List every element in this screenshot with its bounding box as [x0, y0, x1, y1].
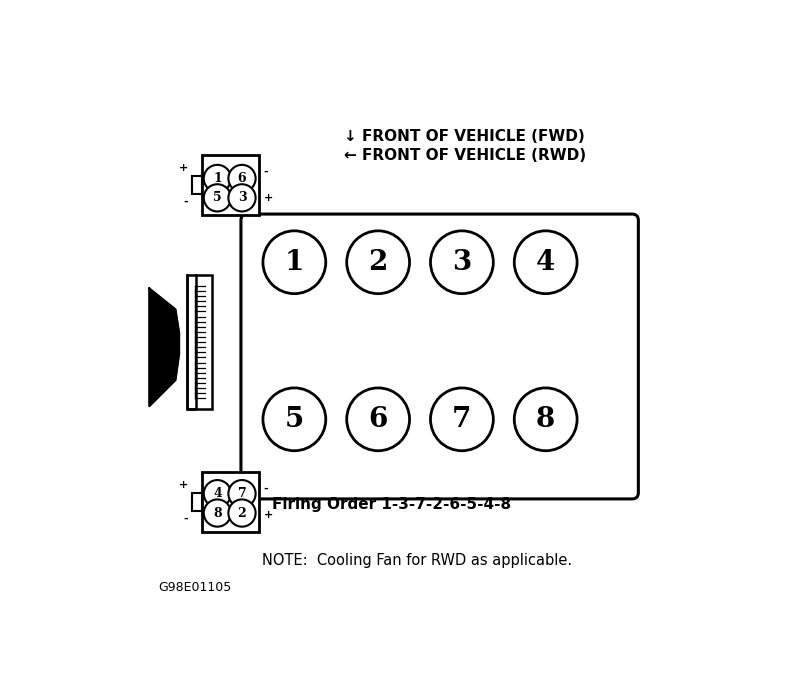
Circle shape — [263, 388, 326, 451]
Text: 2: 2 — [237, 507, 246, 520]
Text: ← FRONT OF VEHICLE (RWD): ← FRONT OF VEHICLE (RWD) — [344, 148, 586, 163]
Text: 7: 7 — [237, 487, 246, 500]
Bar — [202, 472, 260, 532]
Text: 2: 2 — [368, 249, 387, 276]
FancyBboxPatch shape — [241, 214, 638, 499]
Circle shape — [347, 388, 410, 451]
Text: 1: 1 — [213, 172, 222, 185]
Circle shape — [204, 184, 231, 211]
Bar — [187, 275, 212, 409]
Circle shape — [204, 480, 231, 507]
Text: -: - — [264, 167, 268, 177]
Text: -: - — [183, 197, 188, 207]
Text: 5: 5 — [285, 406, 304, 433]
Circle shape — [263, 231, 326, 294]
Bar — [192, 492, 202, 511]
Text: 6: 6 — [237, 172, 246, 185]
Circle shape — [229, 480, 256, 507]
Text: +: + — [179, 163, 188, 173]
Circle shape — [229, 165, 256, 192]
Bar — [202, 155, 260, 215]
Circle shape — [347, 231, 410, 294]
Circle shape — [229, 184, 256, 211]
Text: 8: 8 — [213, 507, 222, 520]
Circle shape — [430, 388, 493, 451]
Circle shape — [204, 165, 231, 192]
Text: Firing Order 1-3-7-2-6-5-4-8: Firing Order 1-3-7-2-6-5-4-8 — [272, 497, 511, 512]
Text: NOTE:  Cooling Fan for RWD as applicable.: NOTE: Cooling Fan for RWD as applicable. — [262, 554, 572, 568]
Text: 6: 6 — [368, 406, 387, 433]
Text: 7: 7 — [453, 406, 472, 433]
Text: G98E01105: G98E01105 — [158, 581, 232, 594]
Bar — [192, 176, 202, 194]
Text: 8: 8 — [536, 406, 555, 433]
Circle shape — [229, 499, 256, 526]
Text: ↓ FRONT OF VEHICLE (FWD): ↓ FRONT OF VEHICLE (FWD) — [344, 129, 585, 144]
Circle shape — [515, 231, 577, 294]
Text: -: - — [264, 483, 268, 494]
Text: 4: 4 — [536, 249, 555, 276]
Text: 5: 5 — [213, 191, 222, 204]
Text: 1: 1 — [285, 249, 304, 276]
Circle shape — [515, 388, 577, 451]
Circle shape — [204, 499, 231, 526]
Polygon shape — [149, 288, 179, 406]
Circle shape — [430, 231, 493, 294]
Text: 3: 3 — [237, 191, 246, 204]
Text: +: + — [179, 480, 188, 490]
Text: +: + — [264, 510, 272, 520]
Text: 3: 3 — [453, 249, 472, 276]
Text: +: + — [264, 193, 272, 203]
Text: 4: 4 — [213, 487, 222, 500]
Text: -: - — [183, 513, 188, 524]
